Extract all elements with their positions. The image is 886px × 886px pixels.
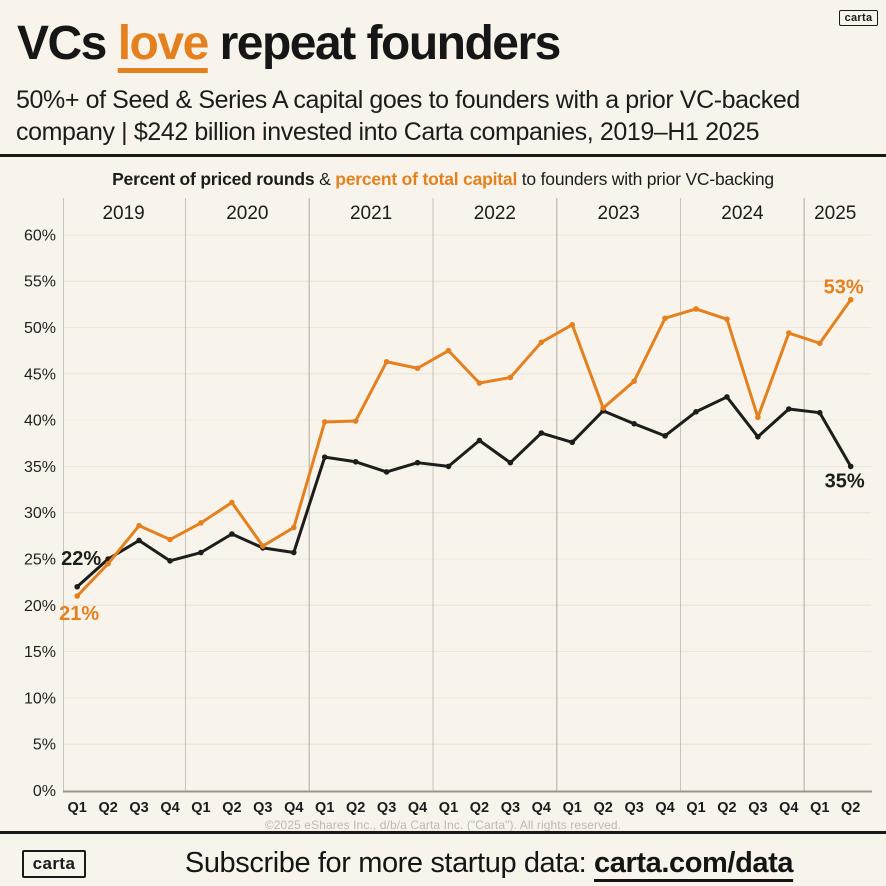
svg-text:Q4: Q4 [779,800,798,816]
data-label-53pct: 53% [824,277,864,299]
svg-text:Q3: Q3 [129,800,148,816]
svg-text:Q3: Q3 [748,800,767,816]
svg-text:Q1: Q1 [563,800,582,816]
carta-logo-top: carta [839,10,878,26]
title-part2: repeat founders [207,17,562,70]
svg-text:Q2: Q2 [346,800,365,816]
svg-text:Q1: Q1 [191,800,210,816]
total-capital-line [74,296,854,599]
svg-text:0%: 0% [33,783,56,800]
svg-text:50%: 50% [24,320,56,337]
subscribe-text: Subscribe for more startup data: [184,847,594,879]
carta-logo-footer-label: carta [32,854,76,873]
svg-text:Q4: Q4 [655,800,674,816]
svg-text:55%: 55% [24,274,56,291]
svg-text:Q4: Q4 [160,800,179,816]
header-divider [0,154,886,157]
legend-priced-rounds: Percent of priced rounds [112,169,315,189]
svg-text:Q1: Q1 [439,800,458,816]
svg-text:Q3: Q3 [253,800,272,816]
data-label-22pct: 22% [61,548,101,570]
copyright-text: ©2025 eShares Inc., d/b/a Carta Inc. ("C… [264,818,622,832]
data-label-35pct: 35% [825,470,865,492]
page-subtitle: 50%+ of Seed & Series A capital goes to … [16,86,800,146]
svg-text:2025: 2025 [814,203,856,224]
footer-divider [0,831,886,834]
svg-text:Q3: Q3 [377,800,396,816]
svg-text:Q1: Q1 [315,800,334,816]
legend-total-capital: percent of total capital [335,169,518,189]
page-title: VCs love repeat founders [17,16,562,71]
svg-text:Q2: Q2 [717,800,736,816]
year-separators [62,198,805,791]
chart-legend: Percent of priced rounds & percent of to… [0,169,886,190]
svg-text:Q4: Q4 [408,800,427,816]
annotation-labels: 22% 21% 53% 35% [59,277,865,625]
y-axis-labels: 0% 5% 10% 15% 20% 25% 30% 35% 40% 45% 50% 55% 60% [24,227,56,800]
title-part1: VCs [17,17,118,70]
svg-text:2022: 2022 [474,203,516,224]
svg-text:60%: 60% [24,227,56,244]
svg-text:Q1: Q1 [810,800,829,816]
svg-text:5%: 5% [33,737,56,754]
svg-text:2019: 2019 [102,203,144,224]
svg-text:2024: 2024 [721,203,764,224]
svg-text:Q1: Q1 [68,800,87,816]
svg-text:Q2: Q2 [470,800,489,816]
subscribe-link[interactable]: carta.com/data [594,847,794,879]
year-labels: 2019 2020 2021 2022 2023 2024 2025 [102,203,856,224]
svg-text:Q2: Q2 [594,800,613,816]
svg-text:25%: 25% [24,552,56,569]
svg-text:10%: 10% [24,690,56,707]
carta-logo-top-label: carta [844,12,873,24]
svg-text:45%: 45% [24,366,56,383]
svg-text:Q4: Q4 [532,800,551,816]
legend-rest: to founders with prior VC-backing [517,169,774,189]
quarter-labels: Q1 Q2 Q3 Q4 Q1 Q2 Q3 Q4 Q1 Q2 Q3 Q4 Q1 Q2 Q3 Q4 Q1 Q2 Q3 Q4… [68,800,861,816]
legend-ampersand: & [314,169,336,189]
svg-text:15%: 15% [24,644,56,661]
svg-text:Q2: Q2 [98,800,117,816]
svg-text:Q4: Q4 [284,800,303,816]
svg-text:2023: 2023 [598,203,640,224]
svg-text:35%: 35% [24,459,56,476]
carta-logo-footer: carta [22,850,86,878]
svg-text:30%: 30% [24,505,56,522]
svg-text:2020: 2020 [226,203,268,224]
title-highlight: love [117,17,210,70]
svg-text:Q1: Q1 [686,800,705,816]
svg-text:Q3: Q3 [624,800,643,816]
svg-text:Q3: Q3 [501,800,520,816]
svg-text:40%: 40% [24,413,56,430]
data-label-21pct: 21% [59,603,99,625]
svg-text:Q2: Q2 [841,800,860,816]
svg-text:2021: 2021 [350,203,392,224]
svg-text:Q2: Q2 [222,800,241,816]
gridlines [63,234,871,745]
svg-text:20%: 20% [24,598,56,615]
priced-rounds-line [74,394,854,590]
subscribe-banner: Subscribe for more startup data: carta.c… [96,847,882,880]
